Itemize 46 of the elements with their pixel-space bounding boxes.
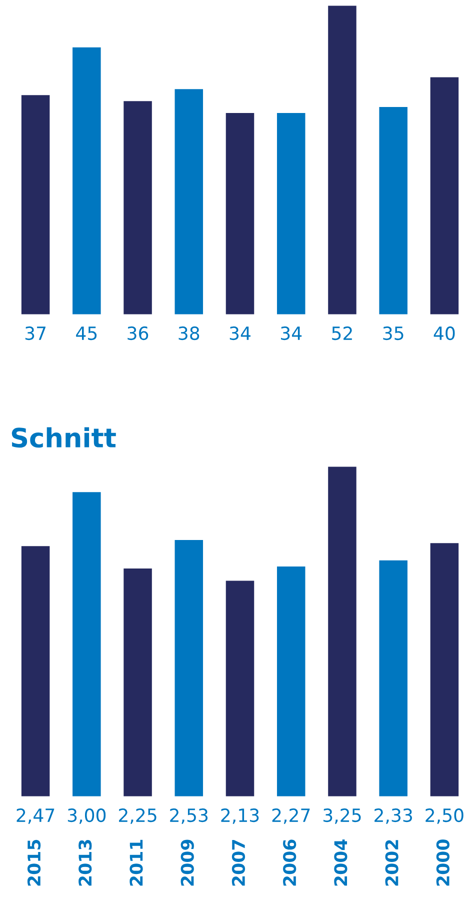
bar — [173, 538, 204, 797]
bar — [20, 544, 52, 797]
bar — [224, 112, 256, 315]
x-tick-label: 2015 — [27, 840, 41, 886]
bar — [122, 567, 154, 797]
data-label: 3,00 — [68, 808, 106, 824]
data-label: 2,13 — [221, 808, 259, 824]
bar — [122, 100, 154, 315]
x-tick-label: 2000 — [436, 839, 450, 886]
bar — [378, 559, 409, 797]
data-label: 38 — [178, 326, 200, 340]
data-label: 52 — [332, 326, 352, 340]
bar — [378, 106, 409, 315]
bar — [276, 565, 307, 797]
data-label: 36 — [128, 326, 148, 340]
x-tick-label: 2009 — [180, 840, 194, 886]
x-tick-label: 2007 — [232, 840, 246, 886]
data-label: 2,33 — [374, 808, 412, 824]
bar — [428, 542, 460, 797]
data-label: 45 — [76, 326, 97, 340]
x-tick-label: 2013 — [78, 840, 92, 886]
data-label: 34 — [281, 326, 302, 340]
data-label: 2,47 — [16, 808, 54, 824]
chart-title: Schnitt — [12, 427, 116, 448]
bar — [71, 490, 102, 797]
bar — [20, 94, 52, 315]
data-label: 2,27 — [272, 808, 310, 824]
bar — [224, 579, 256, 797]
data-label: 2,50 — [426, 808, 464, 824]
bar — [276, 112, 307, 315]
bar — [71, 46, 102, 315]
data-label: 37 — [25, 326, 46, 340]
x-tick-label: 2006 — [283, 840, 296, 886]
bar — [173, 88, 204, 315]
x-tick-label: 2002 — [385, 840, 398, 886]
bar — [326, 5, 358, 315]
data-label: 40 — [434, 326, 455, 340]
data-label: 2,53 — [170, 808, 208, 824]
data-label: 3,25 — [324, 808, 361, 824]
data-label: 34 — [230, 326, 250, 340]
bar — [428, 76, 460, 315]
x-tick-label: 2004 — [334, 839, 348, 886]
bar — [326, 466, 358, 797]
data-label: 2,25 — [119, 808, 156, 824]
data-label: 35 — [383, 326, 404, 340]
x-tick-label: 2011 — [130, 840, 143, 886]
